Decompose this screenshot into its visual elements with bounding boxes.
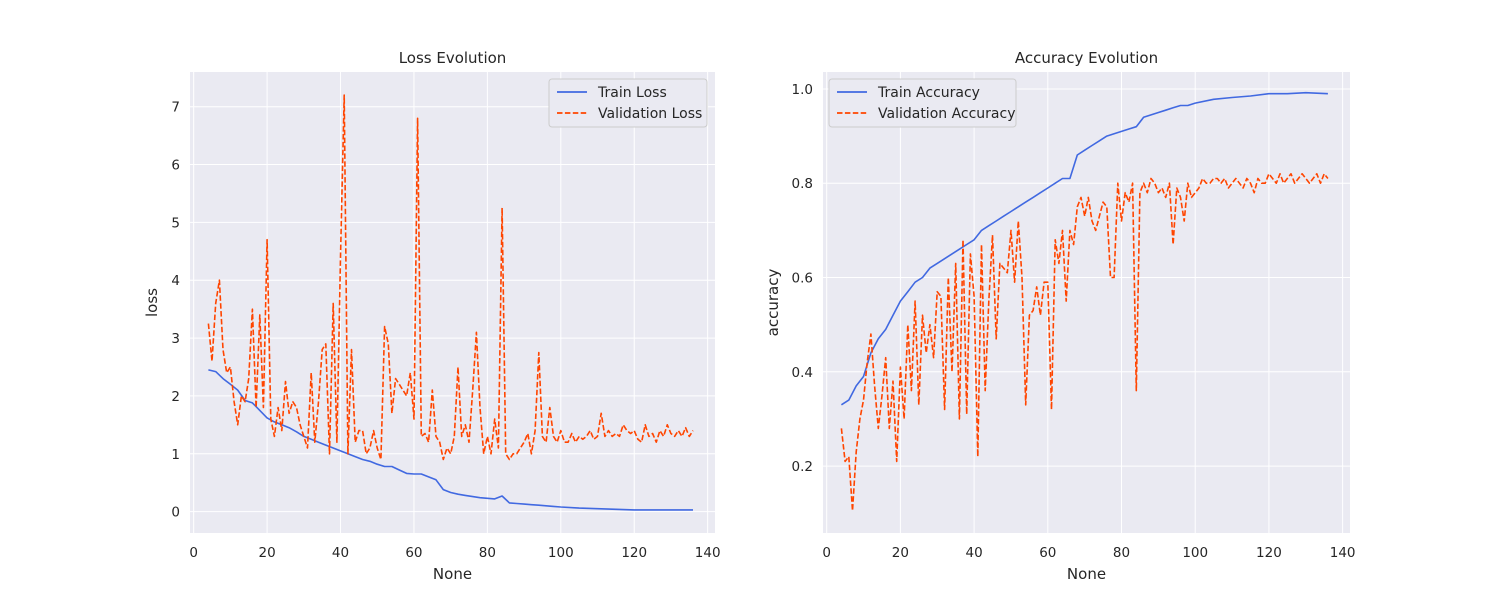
accuracy-train-line [840,91,1328,406]
loss-legend: Train Loss Validation Loss [548,78,708,128]
loss-legend-label: Validation Loss [598,106,702,122]
loss-x-tick-label: 60 [405,545,422,561]
loss-y-tick-label: 3 [171,331,180,347]
accuracy-x-tick-label: 60 [1039,545,1056,561]
loss-x-axis-label: None [433,565,472,583]
loss-x-tick-label: 140 [695,545,721,561]
accuracy-y-tick-label: 0.2 [792,459,813,475]
accuracy-x-tick-label: 120 [1256,545,1282,561]
accuracy-y-tick-label: 1.0 [792,82,813,98]
loss-x-tick-label: 40 [332,545,349,561]
accuracy-x-axis-label: None [1067,565,1106,583]
loss-y-tick-label: 0 [171,505,180,521]
loss-y-tick-label: 4 [171,273,180,289]
loss-x-tick-label: 100 [548,545,574,561]
accuracy-x-tick-label: 100 [1182,545,1208,561]
accuracy-legend-label: Train Accuracy [877,85,980,101]
loss-y-tick-label: 1 [171,447,180,463]
loss-chart: 0 20 40 60 80 100 120 140 0 1 2 3 4 5 6 7 Loss Evoluti… [143,49,721,583]
loss-validation-line [207,94,694,461]
accuracy-x-tick-label: 80 [1113,545,1130,561]
accuracy-legend-label: Validation Accuracy [878,106,1016,122]
accuracy-legend: Train Accuracy Validation Accuracy [828,78,1017,128]
accuracy-validation-line [840,173,1329,512]
accuracy-x-tick-label: 20 [892,545,909,561]
accuracy-y-tick-label: 0.4 [792,365,813,381]
accuracy-plot-area [823,72,1350,533]
accuracy-y-axis-label: accuracy [764,269,782,337]
accuracy-chart-title: Accuracy Evolution [1015,49,1158,67]
loss-x-tick-label: 0 [189,545,198,561]
accuracy-x-tick-label: 0 [822,545,831,561]
accuracy-y-tick-label: 0.6 [792,271,813,287]
accuracy-x-tick-label: 140 [1330,545,1356,561]
loss-chart-title: Loss Evolution [399,49,507,67]
loss-y-tick-label: 7 [171,100,180,116]
loss-y-tick-label: 2 [171,389,180,405]
accuracy-legend-frame [828,78,1017,128]
accuracy-x-tick-label: 40 [966,545,983,561]
loss-x-tick-label: 120 [621,545,647,561]
loss-legend-label: Train Loss [597,85,667,101]
loss-x-tick-label: 20 [259,545,276,561]
loss-y-axis-label: loss [143,288,161,317]
loss-legend-frame [548,78,708,128]
accuracy-y-tick-label: 0.8 [792,176,813,192]
loss-plot-area [190,72,715,533]
loss-y-tick-label: 6 [171,158,180,174]
loss-y-tick-label: 5 [171,215,180,231]
accuracy-chart: 0 20 40 60 80 100 120 140 0.2 0.4 0.6 0.8 1.0 Accur… [764,49,1356,583]
loss-x-tick-label: 80 [479,545,496,561]
